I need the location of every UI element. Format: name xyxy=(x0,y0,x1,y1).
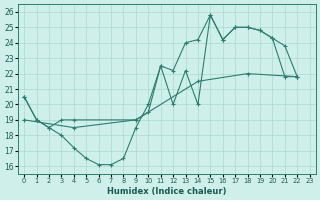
X-axis label: Humidex (Indice chaleur): Humidex (Indice chaleur) xyxy=(107,187,227,196)
